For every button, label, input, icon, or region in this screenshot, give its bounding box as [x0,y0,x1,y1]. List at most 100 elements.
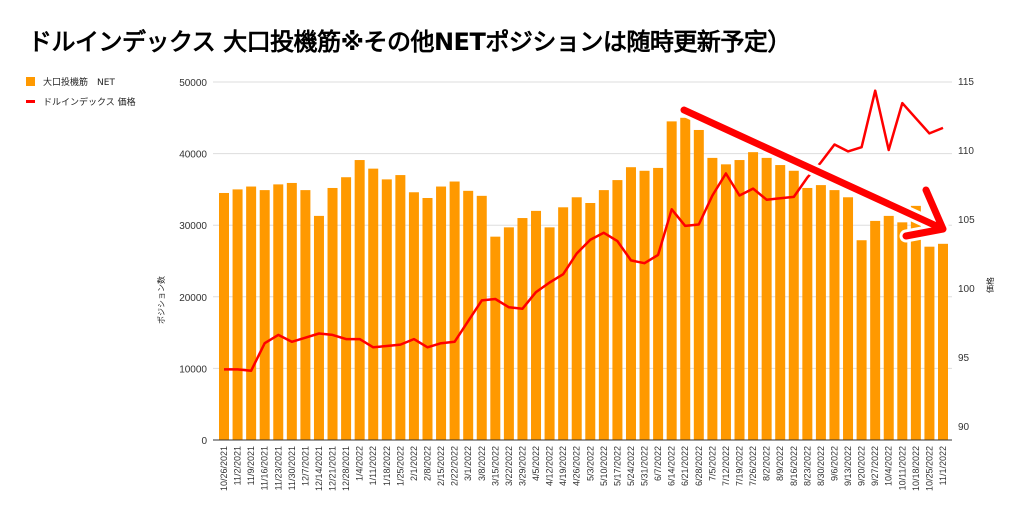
bar [666,121,677,440]
bar [625,167,636,441]
legend-line-swatch [26,100,35,103]
y-tick-label: 50000 [179,78,207,89]
y-tick-label: 0 [201,436,207,447]
x-tick-label: 3/22/2022 [504,446,514,486]
bar [883,215,894,440]
bar [815,185,826,440]
bar [653,167,664,441]
bar [381,179,392,440]
y-tick-label: 40000 [179,150,207,161]
bar [598,190,609,440]
x-tick-label: 3/1/2022 [463,446,473,481]
x-tick-label: 5/31/2022 [640,446,650,486]
legend-bar-swatch [26,77,35,86]
y2-tick-label: 110 [958,146,974,157]
bar [897,222,908,440]
bar [463,190,474,440]
x-tick-label: 10/26/2021 [219,446,229,491]
legend-item-price: ドルインデックス 価格 [26,95,136,108]
x-tick-label: 8/23/2022 [802,446,812,486]
y2-tick-label: 95 [958,353,970,364]
bar [313,215,324,440]
x-tick-label: 1/25/2022 [395,446,405,486]
bar [395,175,406,440]
x-tick-label: 9/27/2022 [870,446,880,486]
bar [585,203,596,440]
x-tick-label: 11/23/2021 [273,446,283,490]
bar [802,187,813,440]
x-tick-label: 3/15/2022 [490,446,500,486]
x-tick-label: 6/14/2022 [667,446,677,486]
chart-title: ドルインデックス 大口投機筋※その他NETポジションは随時更新予定） [28,28,791,56]
bar [748,152,759,440]
bar [503,227,514,440]
bar [720,164,731,440]
trend-arrow-icon [680,106,947,240]
x-tick-label: 12/21/2021 [328,446,338,491]
x-tick-label: 3/29/2022 [517,446,527,486]
y2-tick-label: 90 [958,422,970,433]
bar [341,177,352,440]
bar [408,192,419,440]
y-tick-label: 30000 [179,221,207,232]
x-tick-label: 5/10/2022 [599,446,609,486]
bar [843,197,854,440]
y-axis-label: ポジション数 [156,276,166,324]
x-tick-label: 11/16/2021 [260,446,270,490]
x-tick-label: 1/11/2022 [368,446,378,485]
x-tick-label: 7/19/2022 [735,446,745,486]
bar [246,186,257,440]
x-tick-label: 8/30/2022 [816,446,826,486]
x-tick-label: 6/28/2022 [694,446,704,486]
bar [422,197,433,440]
bar [707,157,718,440]
x-tick-label: 2/8/2022 [422,446,432,481]
x-tick-label: 10/25/2022 [924,446,934,491]
x-tick-label: 5/24/2022 [626,446,636,486]
x-tick-label: 8/16/2022 [789,446,799,486]
y2-tick-label: 115 [958,77,974,88]
bar [734,160,745,440]
x-tick-label: 11/9/2021 [246,446,256,485]
bar [259,190,270,440]
bar [639,170,650,440]
x-tick-label: 7/26/2022 [748,446,758,486]
bar [910,205,921,440]
y2-tick-label: 100 [958,284,975,295]
bar [219,192,229,440]
x-tick-label: 2/15/2022 [436,446,446,486]
bar [368,168,379,441]
x-tick-label: 5/17/2022 [612,446,622,486]
bar [856,240,867,440]
bar [286,182,297,440]
bar [829,190,840,440]
bar [232,189,243,440]
bar [354,160,365,440]
bar [788,170,799,440]
bar [558,207,569,440]
y-tick-label: 10000 [179,364,207,375]
bar [612,180,623,441]
x-tick-label: 6/21/2022 [680,446,690,486]
bar [476,195,487,440]
x-tick-label: 12/14/2021 [314,446,324,491]
x-tick-label: 3/8/2022 [477,446,487,481]
x-tick-label: 6/7/2022 [653,446,663,481]
x-tick-label: 11/30/2021 [287,446,297,490]
x-tick-label: 1/18/2022 [382,446,392,486]
x-tick-label: 1/4/2022 [355,446,365,481]
x-tick-label: 11/1/2022 [938,446,948,485]
bar [273,184,284,440]
x-tick-label: 7/12/2022 [721,446,731,486]
bar [327,187,338,440]
x-tick-label: 4/5/2022 [531,446,541,481]
x-tick-label: 8/2/2022 [762,446,772,481]
bar [870,220,881,440]
x-tick-label: 7/5/2022 [707,446,717,481]
bar [680,117,691,441]
bar [436,186,447,440]
bar [761,157,772,440]
x-tick-label: 12/7/2021 [300,446,310,486]
x-tick-label: 11/2/2021 [233,446,243,485]
y2-axis-label: 価格 [985,277,995,293]
